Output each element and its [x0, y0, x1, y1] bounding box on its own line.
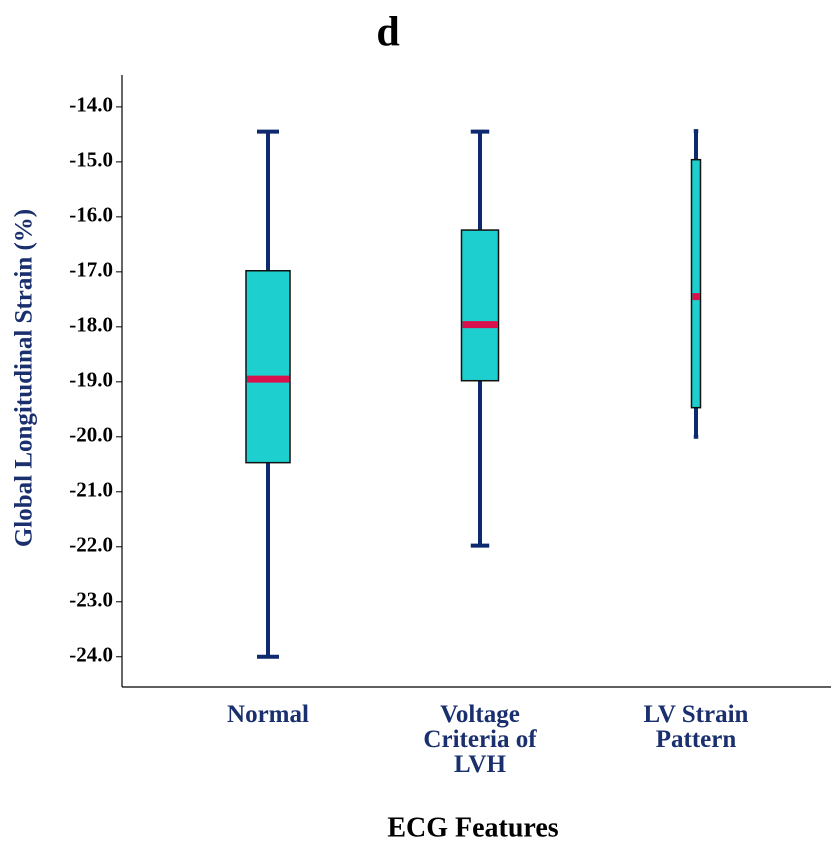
y-tick-label: -16.0 [69, 203, 113, 227]
box [245, 270, 291, 464]
lower-whisker [693, 407, 699, 439]
y-tick-label: -20.0 [69, 423, 113, 447]
y-tick-label: -23.0 [69, 588, 113, 612]
y-tick-label: -18.0 [69, 313, 113, 337]
y-tick-label: -14.0 [69, 93, 113, 117]
y-tick-label: -19.0 [69, 368, 113, 392]
y-tick-label: -21.0 [69, 478, 113, 502]
x-tick-label: LV Strain Pattern [643, 701, 749, 753]
y-tick-label: -15.0 [69, 148, 113, 172]
x-axis-label: ECG Features [387, 812, 558, 843]
lower-whisker [257, 462, 279, 659]
box [460, 229, 500, 382]
lower-whisker [470, 380, 490, 548]
x-tick-label: Voltage Criteria of LVH [423, 701, 537, 778]
box [690, 158, 702, 409]
upper-whisker [693, 129, 699, 160]
upper-whisker [470, 129, 490, 231]
chart-title: d [376, 10, 399, 56]
x-tick-label: Normal [227, 701, 309, 728]
y-tick-label: -17.0 [69, 258, 113, 282]
upper-whisker [257, 129, 279, 271]
y-tick-label: -24.0 [69, 643, 113, 667]
y-tick-label: -22.0 [69, 533, 113, 557]
y-axis-label: Global Longitudinal Strain (%) [11, 209, 38, 547]
